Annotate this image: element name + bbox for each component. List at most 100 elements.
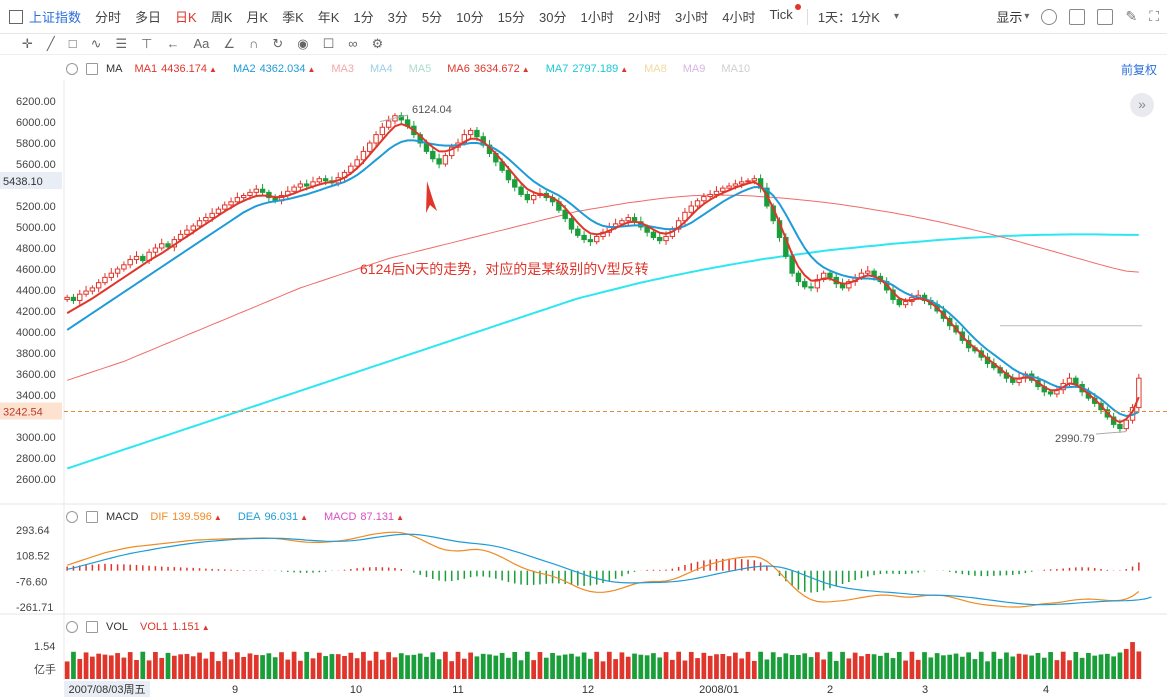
- timeframe-tab[interactable]: Tick: [769, 4, 802, 26]
- adjust-button[interactable]: 前复权: [1120, 62, 1157, 77]
- gear-icon[interactable]: ⚙: [371, 35, 384, 51]
- timeframe-tab[interactable]: 15分: [497, 10, 526, 25]
- volume-bar: [625, 656, 631, 679]
- ma-item[interactable]: MA7 2797.189 ▲: [546, 63, 628, 75]
- timeframe-tab[interactable]: 3小时: [674, 10, 709, 25]
- candle-body: [720, 187, 726, 192]
- candle-body: [1022, 373, 1029, 379]
- ma-item[interactable]: MA8: [644, 63, 667, 75]
- ma-item[interactable]: MA6 3634.672 ▲: [447, 63, 529, 75]
- ma-settings-icon[interactable]: [66, 63, 78, 75]
- candle-body: [965, 339, 972, 349]
- sync-icon[interactable]: ↻: [272, 35, 284, 51]
- volume-bar: [537, 652, 543, 679]
- ruler-icon[interactable]: ∠: [223, 35, 236, 51]
- trendline-icon[interactable]: ╱: [46, 35, 55, 51]
- trash-icon[interactable]: ☐: [322, 35, 335, 51]
- volume-bar: [455, 651, 461, 679]
- timeframe-tab[interactable]: 4小时: [722, 10, 756, 25]
- timeframe-tab[interactable]: 3分: [387, 10, 408, 25]
- collapse-panel-button[interactable]: »: [1130, 93, 1154, 117]
- volume-bar: [550, 653, 555, 679]
- macd-settings-icon[interactable]: [66, 511, 78, 523]
- volume-bar: [808, 657, 814, 679]
- volume-bar: [997, 658, 1003, 679]
- ma-item[interactable]: MA1 4436.174 ▲: [135, 63, 217, 75]
- magnet-icon[interactable]: ∩: [249, 36, 259, 51]
- timeframe-tab[interactable]: 季K: [282, 10, 304, 25]
- vol-close-icon[interactable]: [86, 621, 98, 633]
- ma-item[interactable]: MA5: [409, 63, 432, 75]
- annotation-text: 6124后N天的走势，对应的是某级别的V型反转: [360, 261, 649, 277]
- candle-body: [820, 272, 827, 281]
- volume-bar: [1073, 652, 1079, 679]
- candle-body: [234, 197, 241, 203]
- vertical-line-icon[interactable]: ⊤: [141, 35, 153, 51]
- fibonacci-icon[interactable]: ☰: [115, 35, 128, 51]
- timeframe-tab[interactable]: 5分: [421, 10, 443, 25]
- vol-settings-icon[interactable]: [66, 621, 78, 633]
- rectangle-icon[interactable]: □: [68, 36, 77, 51]
- candle-body: [152, 247, 159, 253]
- timeframe-tab[interactable]: 2小时: [627, 10, 661, 25]
- candle-body: [839, 283, 846, 289]
- macd-close-icon[interactable]: [86, 511, 98, 523]
- settings-icon[interactable]: [1041, 8, 1058, 25]
- time-tick-label: 11: [452, 684, 463, 696]
- macd-item[interactable]: DEA 96.031 ▲: [238, 511, 308, 523]
- ma-legend: MA MA1 4436.174 ▲ MA2 4362.034 ▲ MA3 MA4 MA5 MA6 3…: [0, 59, 1167, 79]
- timeframe-tab[interactable]: 周K: [210, 10, 233, 25]
- period-select[interactable]: 1天：1分K: [817, 10, 880, 25]
- volume-bar: [461, 658, 467, 679]
- volume-bar: [1111, 656, 1116, 679]
- sidebar-toggle-icon[interactable]: [9, 9, 23, 24]
- timeframe-tab[interactable]: 1分: [353, 10, 374, 25]
- ma-item[interactable]: MA2 4362.034 ▲: [233, 63, 315, 75]
- macd-item[interactable]: MACD 87.131 ▲: [324, 511, 404, 523]
- candle-body: [165, 243, 171, 248]
- layout-icon[interactable]: [1069, 8, 1086, 25]
- eye-icon[interactable]: ◉: [297, 35, 309, 51]
- price-tick-label: 2600.00: [16, 474, 56, 486]
- link-icon[interactable]: ∞: [348, 36, 358, 51]
- display-menu[interactable]: 显示: [996, 10, 1023, 25]
- volume-bar: [789, 655, 795, 679]
- timeframe-tab[interactable]: 10分: [456, 10, 484, 25]
- chevron-down-icon[interactable]: ▾: [1024, 11, 1030, 22]
- ma-item[interactable]: MA3: [331, 63, 354, 75]
- wave-icon[interactable]: ∿: [90, 35, 102, 51]
- vol-items: VOL1 1.151 ▲: [140, 621, 226, 633]
- candle-body: [253, 188, 259, 193]
- timeframe-tab[interactable]: 日K: [175, 10, 197, 25]
- candle-body: [64, 296, 70, 300]
- volume-bar: [298, 660, 303, 679]
- pen-icon[interactable]: ✎: [1125, 8, 1138, 24]
- price-tick-label: 5200.00: [16, 201, 56, 213]
- crosshair-icon[interactable]: ✛: [22, 35, 33, 51]
- arrow-icon[interactable]: ←: [166, 36, 180, 51]
- vol-item[interactable]: VOL1 1.151 ▲: [140, 621, 210, 633]
- timeframe-tab[interactable]: 年K: [317, 10, 340, 25]
- candle-body: [1104, 409, 1111, 418]
- timeframe-tab[interactable]: 月K: [246, 10, 269, 25]
- ma-item[interactable]: MA9: [683, 63, 706, 75]
- volume-bar: [859, 656, 864, 679]
- ma-item[interactable]: MA10: [721, 63, 750, 75]
- chevron-down-icon[interactable]: ▾: [893, 11, 899, 22]
- ma-close-icon[interactable]: [86, 63, 98, 75]
- candle-body: [89, 287, 96, 292]
- candle-body: [455, 142, 461, 148]
- macd-item[interactable]: DIF 139.596 ▲: [150, 511, 221, 523]
- fullscreen-icon[interactable]: ⛶: [1149, 8, 1159, 24]
- timeframe-tab[interactable]: 分时: [95, 10, 122, 25]
- symbol-name[interactable]: 上证指数: [29, 10, 82, 25]
- volume-bar: [379, 659, 385, 679]
- text-icon[interactable]: Aa: [193, 36, 210, 51]
- timeframe-tab[interactable]: 1小时: [580, 10, 614, 25]
- volume-bar: [304, 651, 310, 679]
- timeframe-tab[interactable]: 30分: [539, 10, 567, 25]
- timeframe-tab[interactable]: 多日: [135, 10, 162, 25]
- ma-item[interactable]: MA4: [370, 63, 393, 75]
- camera-icon[interactable]: [1097, 8, 1114, 25]
